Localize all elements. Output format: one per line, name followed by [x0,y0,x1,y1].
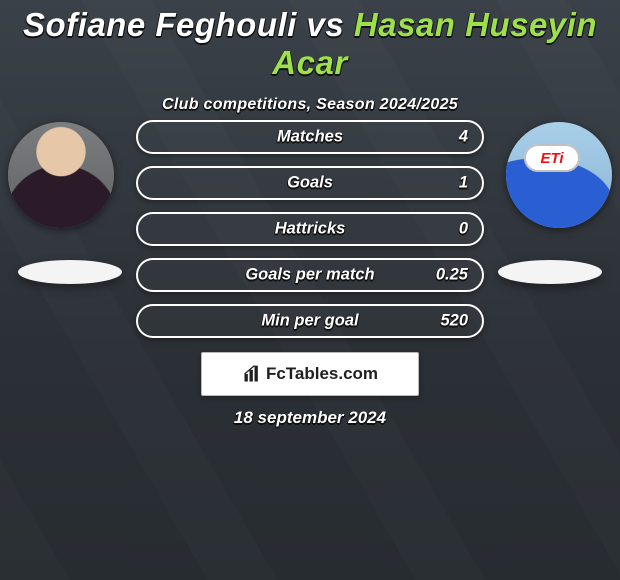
player2-badge: ETi [524,144,580,172]
stat-row: Min per goal520 [136,304,484,338]
comparison-card: Sofiane Feghouli vs Hasan Huseyin Acar C… [0,0,620,580]
player2-avatar-art [506,122,612,228]
date-text: 18 september 2024 [0,408,620,428]
title-vs: vs [307,6,354,43]
stats-rows: Matches4Goals1Hattricks0Goals per match0… [136,120,484,350]
stat-label: Hattricks [138,220,482,239]
stat-label: Matches [138,128,482,147]
page-title: Sofiane Feghouli vs Hasan Huseyin Acar [0,0,620,82]
player1-ellipse [18,260,122,284]
stat-label: Min per goal [138,312,482,331]
branding-box: FcTables.com [201,352,419,396]
stat-row: Matches4 [136,120,484,154]
player2-ellipse [498,260,602,284]
bar-chart-icon [242,364,262,384]
stat-value-p2: 0.25 [436,266,468,285]
branding-text: FcTables.com [266,364,378,384]
stat-row: Hattricks0 [136,212,484,246]
stat-row: Goals per match0.25 [136,258,484,292]
stat-value-p2: 1 [459,174,468,193]
stat-label: Goals per match [138,266,482,285]
player2-avatar: ETi [506,122,612,228]
stat-value-p2: 520 [440,312,468,331]
stat-value-p2: 4 [459,128,468,147]
player1-name: Sofiane Feghouli [23,6,297,43]
stat-value-p2: 0 [459,220,468,239]
player1-avatar-art [8,122,114,228]
stat-label: Goals [138,174,482,193]
player1-avatar [8,122,114,228]
stat-row: Goals1 [136,166,484,200]
subtitle: Club competitions, Season 2024/2025 [0,96,620,114]
